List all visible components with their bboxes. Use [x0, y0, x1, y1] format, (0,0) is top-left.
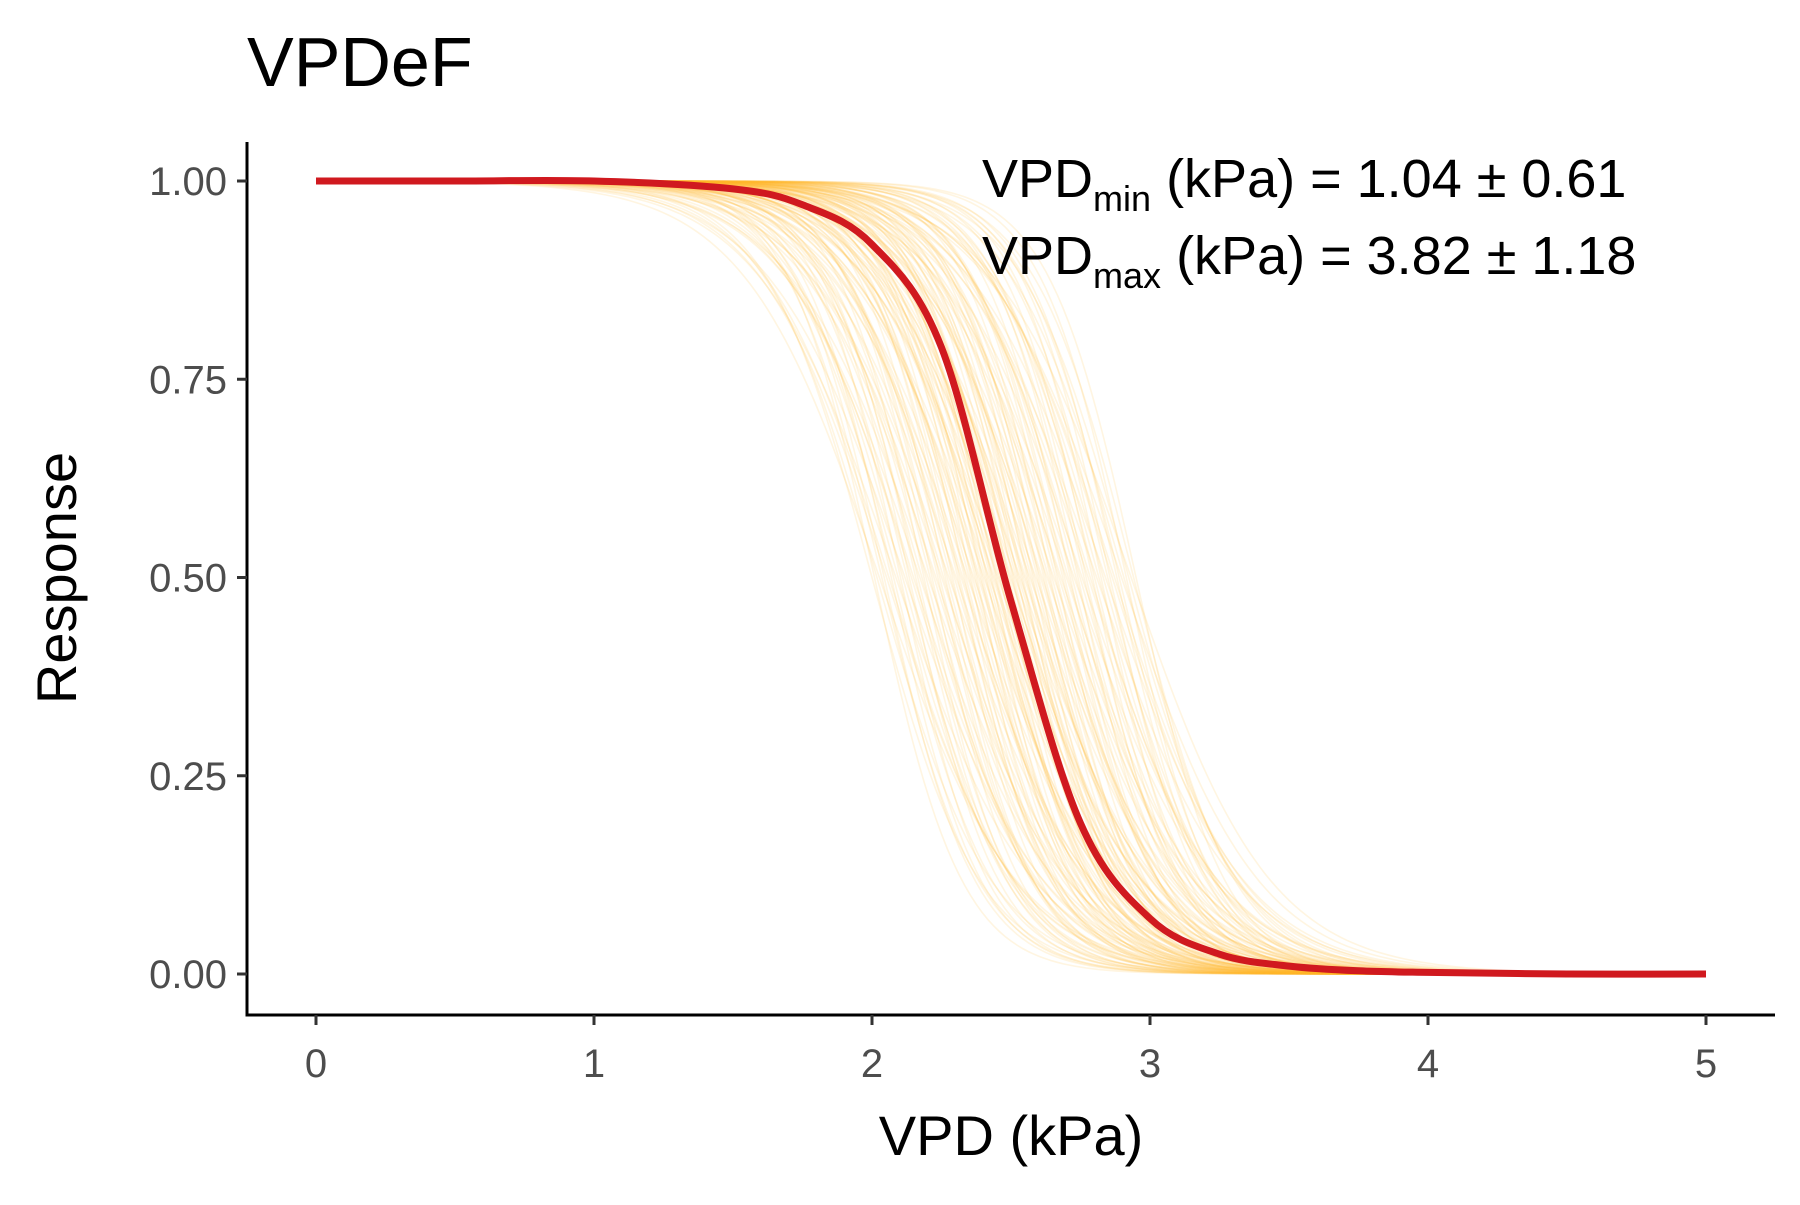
uncertainty-band — [315, 180, 1707, 975]
x-tick-label: 1 — [583, 1042, 605, 1086]
annotation-min: VPDmin (kPa) = 1.04 ± 0.61 — [982, 149, 1626, 219]
chart-title: VPDeF — [247, 23, 473, 101]
y-axis-title: Response — [25, 452, 88, 704]
x-tick-label: 4 — [1417, 1042, 1439, 1086]
y-tick-label: 1.00 — [149, 160, 227, 204]
mean-curve-layer — [315, 176, 1707, 978]
mean-response-curve — [315, 176, 1707, 978]
y-tick-label: 0.50 — [149, 557, 227, 601]
x-tick-label: 3 — [1139, 1042, 1161, 1086]
axes: 0 1 2 3 4 5 0.00 0.25 0.50 0.75 1.00 — [149, 142, 1775, 1086]
annotation-max: VPDmax (kPa) = 3.82 ± 1.18 — [982, 226, 1636, 296]
chart-text: VPDeF VPD (kPa) Response — [25, 23, 1143, 1167]
y-tick-label: 0.00 — [149, 953, 227, 997]
y-tick-label: 0.25 — [149, 755, 227, 799]
x-tick-label: 2 — [861, 1042, 883, 1086]
x-tick-label: 0 — [305, 1042, 327, 1086]
x-tick-label: 5 — [1695, 1042, 1717, 1086]
x-axis-title: VPD (kPa) — [879, 1104, 1144, 1167]
y-tick-label: 0.75 — [149, 358, 227, 402]
